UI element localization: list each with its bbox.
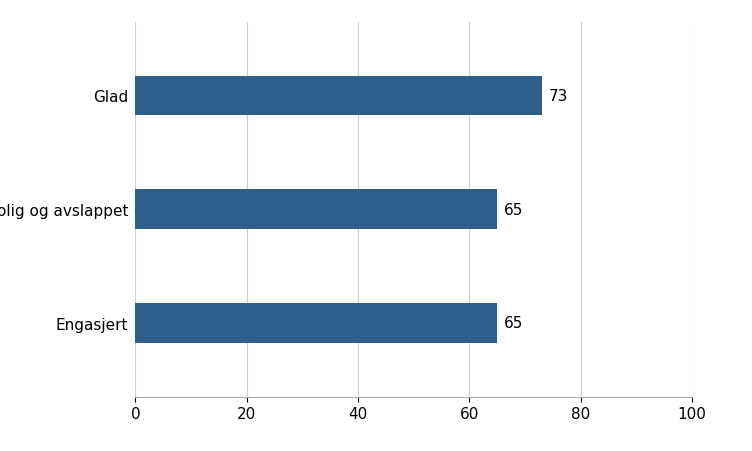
- Bar: [135, 76, 541, 116]
- Bar: [135, 190, 497, 230]
- Text: 73: 73: [548, 89, 568, 104]
- Text: 65: 65: [504, 316, 523, 331]
- Text: 65: 65: [504, 202, 523, 217]
- Bar: [135, 303, 497, 343]
